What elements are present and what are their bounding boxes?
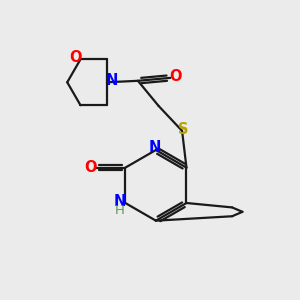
Text: O: O <box>84 160 97 175</box>
Text: S: S <box>178 122 189 137</box>
Text: H: H <box>115 205 125 218</box>
Text: N: N <box>106 73 118 88</box>
Text: N: N <box>114 194 126 209</box>
Text: O: O <box>169 69 182 84</box>
Text: N: N <box>148 140 160 154</box>
Text: O: O <box>69 50 81 65</box>
